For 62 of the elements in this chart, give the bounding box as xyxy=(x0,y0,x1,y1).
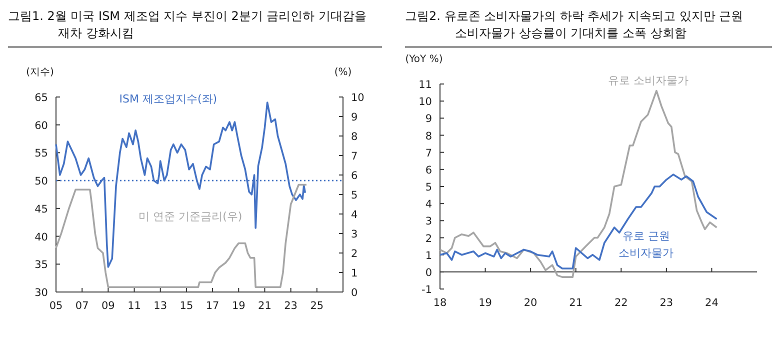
y2-tick-label: 6 xyxy=(351,170,358,182)
y-tick-label: 6 xyxy=(425,164,432,176)
y-tick-label: 65 xyxy=(34,92,48,104)
y-tick-label: 2 xyxy=(425,232,432,245)
y-axis-title: (YoY %) xyxy=(405,54,443,65)
y-tick-label: 40 xyxy=(34,231,48,244)
y-tick-label: 9 xyxy=(425,113,432,126)
series-label: 유로 소비자물가 xyxy=(608,74,689,87)
y2-tick-label: 3 xyxy=(351,228,358,240)
x-tick-label: 20 xyxy=(524,297,538,309)
y-tick-label: 10 xyxy=(418,96,432,108)
y-tick-label: 11 xyxy=(418,79,432,91)
y2-tick-label: 8 xyxy=(351,131,358,143)
x-tick-label: 13 xyxy=(154,300,168,312)
y-tick-label: 7 xyxy=(425,147,432,160)
y2-tick-label: 10 xyxy=(351,92,364,104)
x-tick-label: 21 xyxy=(569,297,583,309)
x-tick-label: 25 xyxy=(310,300,324,312)
x-tick-label: 23 xyxy=(284,300,298,312)
y-tick-label: 1 xyxy=(425,250,432,262)
x-tick-label: 24 xyxy=(705,297,719,309)
line-series xyxy=(55,184,308,288)
y2-tick-label: 0 xyxy=(351,287,358,299)
y-tick-label: 4 xyxy=(425,198,432,211)
chart-title: 그림2. 유로존 소비자물가의 하락 추세가 지속되고 있지만 근원 소비자물가 상승률이 기대치를 소폭 상회함 xyxy=(405,9,744,40)
y-tick-label: 8 xyxy=(425,130,432,142)
x-tick-label: 17 xyxy=(206,300,220,312)
y2-tick-label: 4 xyxy=(351,209,358,221)
y-tick-label: 60 xyxy=(34,120,48,132)
y2-tick-label: 1 xyxy=(351,268,358,280)
y-tick-label: 55 xyxy=(34,148,48,160)
y2-axis-title: (%) xyxy=(334,67,352,78)
x-tick-label: 19 xyxy=(232,300,246,312)
x-tick-label: 07 xyxy=(75,300,89,312)
x-tick-label: 11 xyxy=(128,300,141,312)
y2-tick-label: 9 xyxy=(351,112,358,124)
line-series xyxy=(439,90,718,278)
y-tick-label: -1 xyxy=(422,284,432,296)
x-tick-label: 15 xyxy=(180,300,194,312)
y-tick-label: 30 xyxy=(34,287,48,299)
y-axis-title: (지수) xyxy=(26,67,54,78)
y2-tick-label: 7 xyxy=(351,150,358,162)
y2-tick-label: 5 xyxy=(351,190,358,202)
x-tick-label: 23 xyxy=(660,297,674,309)
x-tick-label: 19 xyxy=(478,297,492,309)
x-tick-label: 09 xyxy=(101,300,115,312)
series-label: ISM 제조업지수(좌) xyxy=(119,92,218,106)
y2-tick-label: 2 xyxy=(351,248,358,260)
y-tick-label: 50 xyxy=(34,176,48,188)
chart-title: 그림1. 2월 미국 ISM 제조업 지수 부진이 2분기 금리인하 기대감을 재차 강화시킴 xyxy=(8,9,367,40)
x-tick-label: 22 xyxy=(614,297,628,309)
line-series xyxy=(439,174,718,270)
y-tick-label: 3 xyxy=(425,216,432,228)
x-tick-label: 21 xyxy=(258,300,272,312)
y-tick-label: 5 xyxy=(425,182,432,194)
x-tick-label: 18 xyxy=(433,297,447,309)
y-tick-label: 35 xyxy=(34,259,48,272)
y-tick-label: 45 xyxy=(34,203,48,216)
y-tick-label: 0 xyxy=(425,266,432,279)
series-label: 유로 근원 소비자물가 xyxy=(618,229,674,260)
series-label: 미 연준 기준금리(우) xyxy=(138,210,242,223)
x-tick-label: 05 xyxy=(49,300,63,312)
